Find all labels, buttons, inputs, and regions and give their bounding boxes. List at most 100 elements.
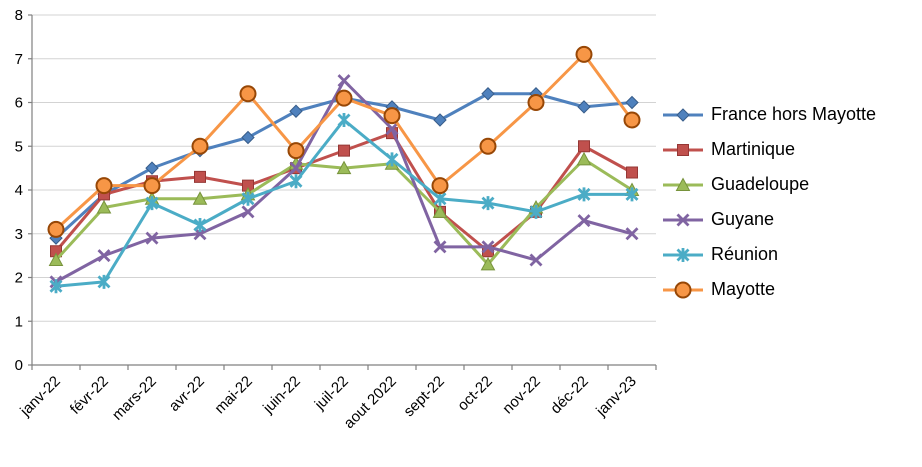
- x-tick-label: févr-22: [67, 373, 112, 418]
- y-tick-label: 6: [15, 95, 23, 112]
- square-marker-icon: [677, 143, 689, 156]
- circle-marker-icon: [575, 45, 593, 63]
- y-axis-labels: 0 1 2 3 4 5 6 7 8: [15, 7, 23, 374]
- x-marker-icon: [529, 253, 543, 267]
- triangle-marker-icon: [432, 204, 448, 218]
- star-marker-icon: [241, 191, 255, 206]
- y-tick-label: 3: [15, 226, 23, 243]
- star-legend-marker-icon: [663, 247, 703, 262]
- circle-marker-icon: [47, 220, 65, 238]
- diamond-marker-icon: [289, 104, 303, 118]
- x-tick-label: aout 2022: [341, 373, 400, 432]
- circle-marker-icon: [674, 281, 692, 298]
- circle-marker-icon: [335, 89, 353, 107]
- diamond-marker-icon: [625, 95, 639, 110]
- triangle-marker-icon: [480, 256, 496, 271]
- legend: France hors Mayotte Martinique Guadeloupe G…: [662, 0, 876, 300]
- x-tick-label: sept-22: [400, 373, 447, 420]
- circle-marker-icon: [287, 142, 305, 160]
- legend-item-guyane: Guyane: [662, 209, 876, 230]
- x-tick-label: avr-22: [166, 373, 208, 415]
- x-tick-label: janv-23: [592, 373, 640, 421]
- circle-marker-icon: [527, 94, 545, 111]
- y-tick-label: 2: [15, 270, 23, 287]
- legend-item-reunion: Réunion: [662, 244, 876, 265]
- y-tick-label: 7: [15, 51, 23, 68]
- series-mayotte: [47, 45, 641, 238]
- star-marker-icon: [676, 247, 690, 262]
- triangle-marker-icon: [192, 191, 208, 205]
- diamond-marker-icon: [577, 100, 591, 114]
- star-marker-icon: [337, 113, 351, 127]
- circle-marker-icon: [239, 85, 257, 103]
- x-tick-label: nov-22: [499, 373, 543, 417]
- triangle-marker-icon: [96, 199, 112, 214]
- legend-item-france-hors-mayotte: France hors Mayotte: [662, 104, 876, 125]
- x-tick-label: mars-22: [109, 373, 160, 424]
- y-tick-label: 8: [15, 7, 23, 24]
- x-tick-label: juil-22: [311, 373, 352, 414]
- x-tick-label: janv-22: [16, 373, 64, 421]
- x-marker-icon: [625, 227, 639, 241]
- x-marker-icon: [676, 213, 690, 226]
- x-marker-icon: [433, 240, 447, 254]
- x-marker-icon: [385, 122, 399, 136]
- square-marker-icon: [626, 166, 638, 179]
- x-tick-label: mai-22: [211, 373, 255, 417]
- star-marker-icon: [193, 218, 207, 232]
- square-legend-marker-icon: [663, 143, 703, 156]
- circle-legend-marker-icon: [663, 281, 703, 298]
- triangle-marker-icon: [576, 151, 592, 166]
- x-marker-icon: [289, 161, 303, 175]
- legend-item-guadeloupe: Guadeloupe: [662, 174, 876, 195]
- star-marker-icon: [289, 174, 303, 189]
- diamond-marker-icon: [676, 107, 690, 122]
- triangle-marker-icon: [675, 176, 691, 191]
- series-guyane: [49, 74, 639, 289]
- legend-item-martinique: Martinique: [662, 139, 876, 160]
- series-line: [55, 79, 633, 284]
- legend-label: France hors Mayotte: [711, 104, 877, 124]
- x-marker-icon: [337, 74, 351, 88]
- circle-marker-icon: [95, 177, 113, 195]
- legend-label: Martinique: [711, 139, 796, 159]
- diamond-legend-marker-icon: [663, 107, 703, 122]
- star-marker-icon: [97, 274, 111, 289]
- x-marker-icon: [481, 240, 495, 254]
- series-guadeloupe: [48, 151, 640, 271]
- circle-marker-icon: [431, 177, 449, 195]
- x-legend-marker-icon: [663, 213, 703, 226]
- y-tick-label: 0: [15, 357, 23, 374]
- x-tick-label: juin-22: [259, 373, 304, 418]
- circle-marker-icon: [479, 137, 497, 155]
- axes: [28, 14, 657, 370]
- circle-marker-icon: [143, 177, 161, 195]
- legend-item-mayotte: Mayotte: [662, 279, 876, 300]
- legend-label: Réunion: [711, 244, 779, 264]
- triangle-legend-marker-icon: [663, 176, 703, 191]
- circle-marker-icon: [191, 137, 209, 155]
- circle-marker-icon: [623, 111, 641, 129]
- star-marker-icon: [145, 196, 159, 211]
- star-marker-icon: [625, 187, 639, 202]
- diamond-marker-icon: [433, 113, 447, 127]
- star-marker-icon: [577, 187, 591, 202]
- star-marker-icon: [49, 279, 63, 294]
- legend-label: Mayotte: [711, 279, 776, 299]
- x-tick-label: oct-22: [454, 373, 496, 415]
- legend-label: Guyane: [711, 209, 775, 229]
- x-tick-label: déc-22: [547, 373, 591, 417]
- diamond-marker-icon: [145, 161, 159, 175]
- square-marker-icon: [338, 144, 350, 157]
- star-marker-icon: [385, 152, 399, 167]
- star-marker-icon: [481, 196, 495, 211]
- x-marker-icon: [241, 205, 255, 219]
- legend-label: Guadeloupe: [711, 174, 810, 194]
- y-tick-label: 4: [15, 182, 23, 199]
- x-marker-icon: [577, 214, 591, 228]
- diamond-marker-icon: [241, 130, 255, 145]
- square-marker-icon: [578, 140, 590, 153]
